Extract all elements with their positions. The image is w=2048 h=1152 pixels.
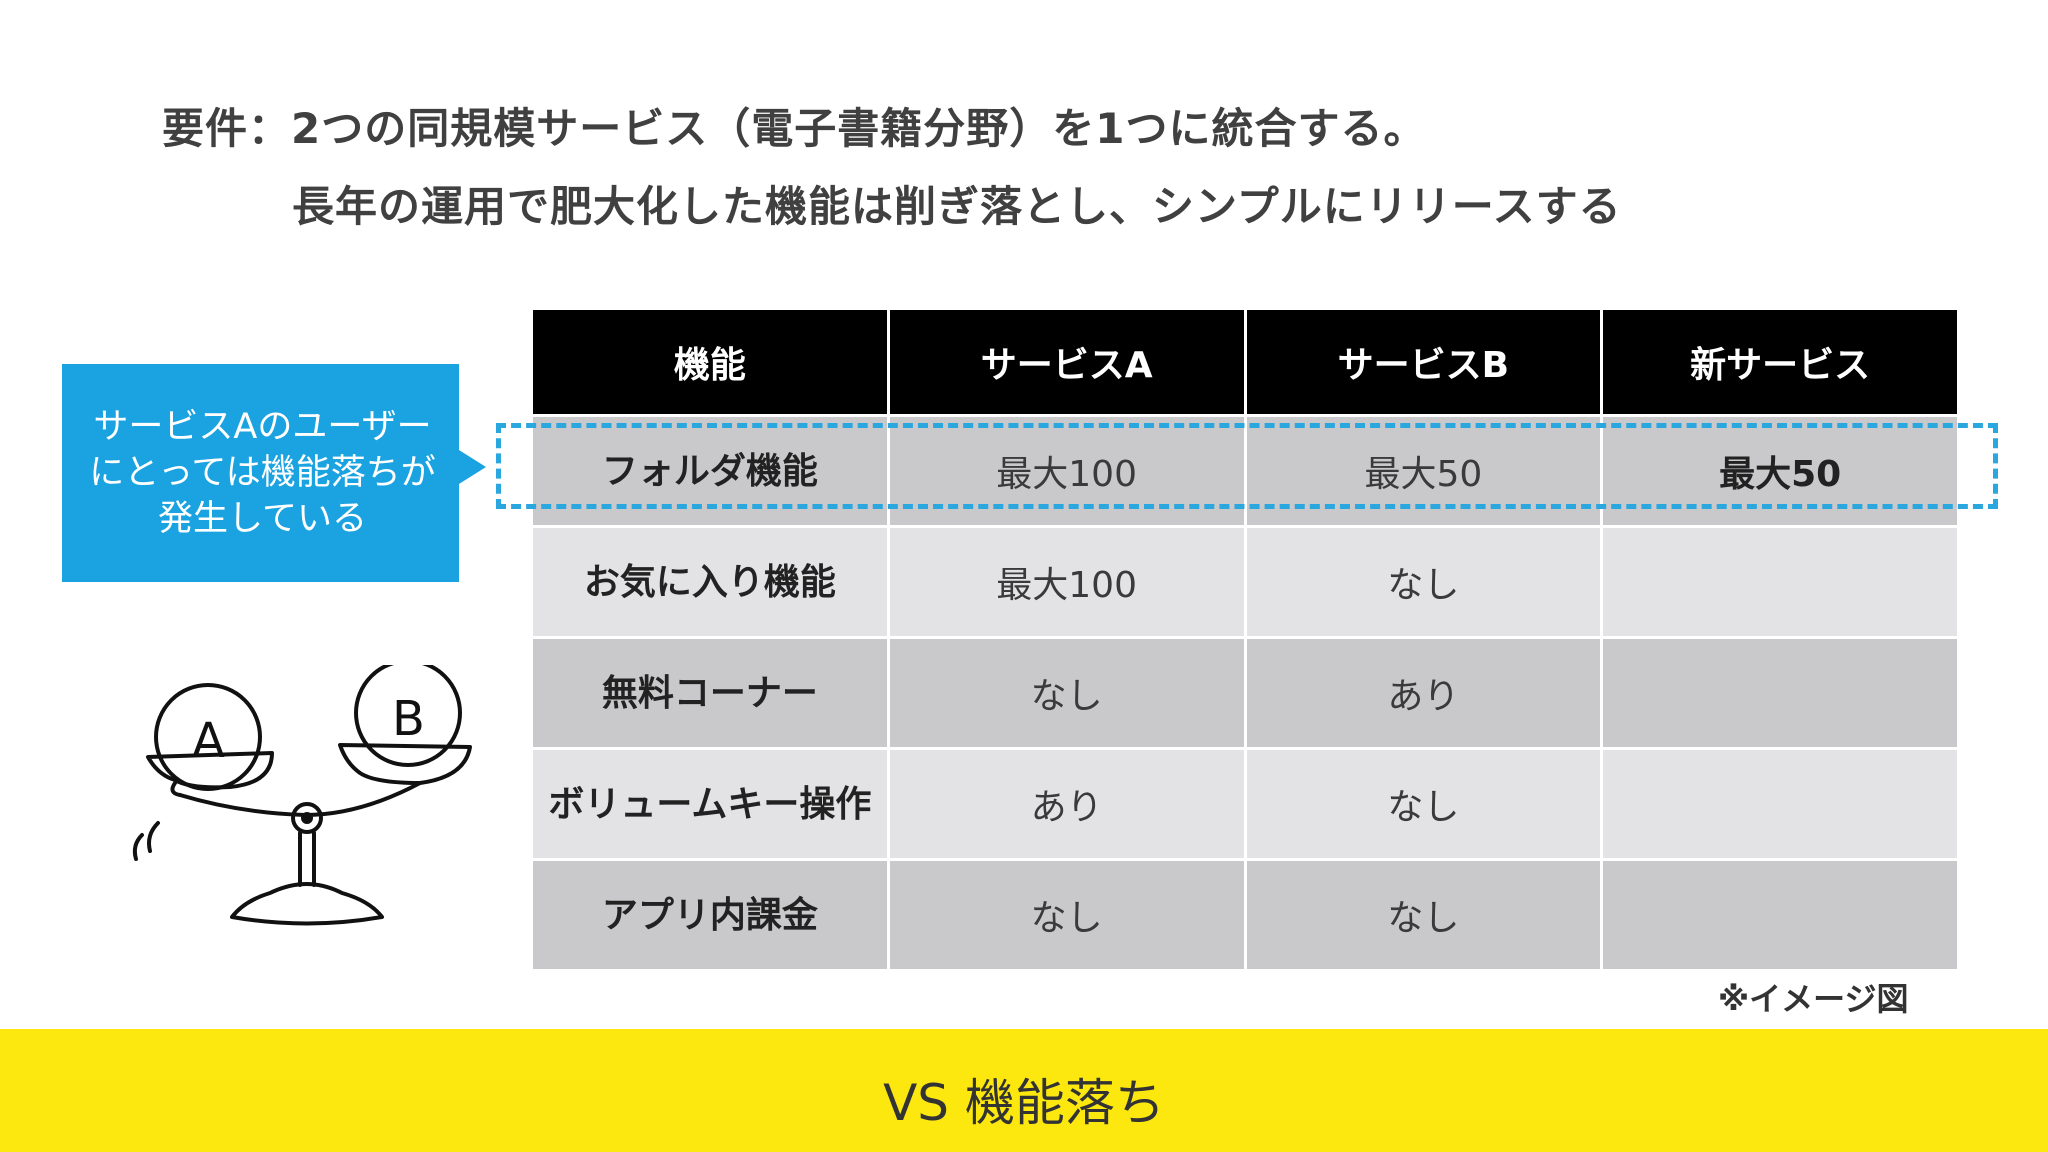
header-new-service: 新サービス xyxy=(1600,307,1960,417)
service-a-cell: あり xyxy=(886,747,1247,861)
image-note: ※イメージ図 xyxy=(1718,980,1909,1018)
header-feature: 機能 xyxy=(530,307,890,417)
footer-title: VS 機能落ち xyxy=(883,1074,1165,1132)
header-service-b: サービスB xyxy=(1243,307,1604,417)
service-a-cell: なし xyxy=(886,636,1247,750)
right-dish xyxy=(338,743,472,785)
feature-cell: ボリュームキー操作 xyxy=(530,747,890,861)
new-service-cell xyxy=(1600,747,1960,861)
table-row: 無料コーナー なし あり xyxy=(530,636,1960,750)
new-service-cell xyxy=(1600,636,1960,750)
left-dish xyxy=(146,751,274,790)
scale-pivot xyxy=(291,802,323,834)
service-b-cell: なし xyxy=(1243,858,1604,972)
feature-cell: フォルダ機能 xyxy=(530,414,890,528)
header-service-a: サービスA xyxy=(886,307,1247,417)
feature-cell: お気に入り機能 xyxy=(530,525,890,639)
table-row: ボリュームキー操作 あり なし xyxy=(530,747,1960,861)
scale-base xyxy=(230,882,384,926)
service-b-cell: なし xyxy=(1243,525,1604,639)
table-row: アプリ内課金 なし なし xyxy=(530,858,1960,972)
folder-row-highlight xyxy=(496,423,1998,509)
requirement-line-1: 要件：2つの同規模サービス（電子書籍分野）を1つに統合する。 xyxy=(162,104,1427,153)
new-service-cell xyxy=(1600,525,1960,639)
new-service-cell: 最大50 xyxy=(1600,414,1960,528)
right-ball-label: B xyxy=(392,691,425,747)
service-b-cell: あり xyxy=(1243,636,1604,750)
feature-cell: 無料コーナー xyxy=(530,636,890,750)
callout-box: サービスAのユーザーにとっては機能落ちが発生している xyxy=(62,364,459,582)
footer-banner: VS 機能落ち xyxy=(0,1029,2048,1152)
left-ball-label: A xyxy=(192,713,225,769)
service-a-cell: 最大100 xyxy=(886,525,1247,639)
requirement-line-2: 長年の運用で肥大化した機能は削ぎ落とし、シンプルにリリースする xyxy=(292,182,1622,231)
service-b-cell: なし xyxy=(1243,747,1604,861)
service-a-cell: なし xyxy=(886,858,1247,972)
motion-mark xyxy=(147,821,160,853)
balance-scale-icon: A B xyxy=(132,665,472,926)
right-ball xyxy=(354,665,462,767)
motion-mark xyxy=(132,833,144,861)
table-row: お気に入り機能 最大100 なし xyxy=(530,525,1960,639)
scale-stand xyxy=(298,831,316,887)
feature-comparison-table: 機能 サービスA サービスB 新サービス フォルダ機能 最大100 最大50 最… xyxy=(530,307,1960,972)
callout-pointer xyxy=(459,450,486,484)
table-header-row: 機能 サービスA サービスB 新サービス xyxy=(530,307,1960,417)
new-service-cell xyxy=(1600,858,1960,972)
feature-cell: アプリ内課金 xyxy=(530,858,890,972)
